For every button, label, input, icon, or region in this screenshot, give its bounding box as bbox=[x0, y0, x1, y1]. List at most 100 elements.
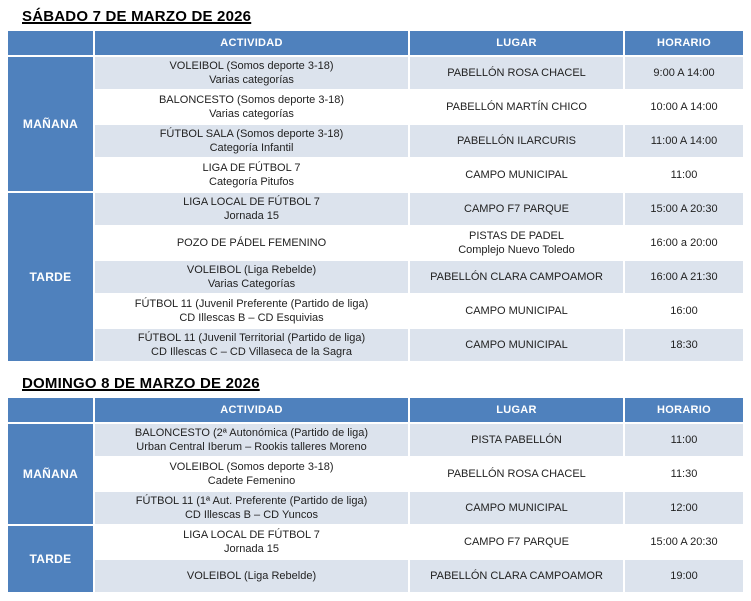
venue-line-1: CAMPO MUNICIPAL bbox=[465, 168, 568, 181]
venue-cell: PABELLÓN ROSA CHACEL bbox=[410, 57, 623, 89]
venue-line-1: PISTA PABELLÓN bbox=[471, 433, 562, 446]
time-cell: 19:00 bbox=[625, 560, 743, 592]
venue-cell: PABELLÓN MARTÍN CHICO bbox=[410, 91, 623, 123]
table-row: VOLEIBOL (Somos deporte 3-18) Cadete Feme… bbox=[8, 458, 743, 490]
table-row: TARDE LIGA LOCAL DE FÚTBOL 7 Jornada 15 C… bbox=[8, 193, 743, 361]
venue-cell: PISTAS DE PADEL Complejo Nuevo Toledo bbox=[410, 227, 623, 259]
venue-line-1: PABELLÓN ROSA CHACEL bbox=[447, 467, 586, 480]
table-row: FÚTBOL SALA (Somos deporte 3-18) Categorí… bbox=[8, 125, 743, 157]
table-row: POZO DE PÁDEL FEMENINO PISTAS DE PADEL Co… bbox=[8, 227, 743, 259]
time-cell: 15:00 A 20:30 bbox=[625, 526, 743, 558]
venue-line-2: Complejo Nuevo Toledo bbox=[458, 244, 575, 256]
activity-line-1: BALONCESTO (2ª Autonómica (Partido de li… bbox=[134, 426, 369, 439]
activity-line-1: VOLEIBOL (Somos deporte 3-18) bbox=[169, 59, 334, 72]
time-of-day-label-manana: MAÑANA bbox=[8, 57, 93, 191]
activity-line-1: FÚTBOL 11 (Juvenil Preferente (Partido d… bbox=[134, 297, 369, 310]
time-cell: 15:00 A 20:30 bbox=[625, 193, 743, 225]
time-cell: 11:00 A 14:00 bbox=[625, 125, 743, 157]
activity-line-2: CD Illescas B – CD Yuncos bbox=[184, 509, 319, 521]
venue-cell: PABELLÓN ROSA CHACEL bbox=[410, 458, 623, 490]
column-header-actividad: ACTIVIDAD bbox=[95, 31, 408, 55]
column-header-horario: HORARIO bbox=[625, 31, 743, 55]
venue-line-1: PABELLÓN ROSA CHACEL bbox=[447, 66, 586, 79]
venue-line-1: CAMPO MUNICIPAL bbox=[465, 304, 568, 317]
time-cell: 18:30 bbox=[625, 329, 743, 361]
time-cell: 16:00 bbox=[625, 295, 743, 327]
venue-line-1: CAMPO MUNICIPAL bbox=[465, 338, 568, 351]
venue-cell: PABELLÓN ILARCURIS bbox=[410, 125, 623, 157]
column-header-horario: HORARIO bbox=[625, 398, 743, 422]
schedule-table-sunday: ACTIVIDAD LUGAR HORARIO MAÑANA BALONCEST… bbox=[6, 396, 745, 594]
corner-cell bbox=[8, 31, 93, 55]
venue-line-1: CAMPO MUNICIPAL bbox=[465, 501, 568, 514]
activity-cell: VOLEIBOL (Somos deporte 3-18) Varias cate… bbox=[95, 57, 408, 89]
activity-line-1: LIGA LOCAL DE FÚTBOL 7 bbox=[183, 528, 320, 541]
table-row: FÚTBOL 11 (Juvenil Preferente (Partido d… bbox=[8, 295, 743, 327]
venue-cell: CAMPO MUNICIPAL bbox=[410, 295, 623, 327]
activity-cell: LIGA DE FÚTBOL 7 Categoría Pitufos bbox=[95, 159, 408, 191]
time-cell: 12:00 bbox=[625, 492, 743, 524]
activity-cell: POZO DE PÁDEL FEMENINO bbox=[95, 227, 408, 259]
activity-cell: VOLEIBOL (Liga Rebelde) Varias Categorías bbox=[95, 261, 408, 293]
venue-cell: CAMPO MUNICIPAL bbox=[410, 329, 623, 361]
table-row: VOLEIBOL (Liga Rebelde) Varias Categorías… bbox=[8, 261, 743, 293]
activity-line-1: BALONCESTO (Somos deporte 3-18) bbox=[158, 93, 345, 106]
activity-line-2: Varias categorías bbox=[209, 108, 294, 120]
time-of-day-label-manana: MAÑANA bbox=[8, 424, 93, 524]
activity-cell: VOLEIBOL (Liga Rebelde) bbox=[95, 560, 408, 592]
venue-cell: CAMPO F7 PARQUE bbox=[410, 526, 623, 558]
activity-line-2: Categoría Infantil bbox=[209, 142, 294, 154]
time-of-day-label-tarde: TARDE bbox=[8, 526, 93, 592]
venue-line-1: CAMPO F7 PARQUE bbox=[464, 535, 569, 548]
time-cell: 16:00 A 21:30 bbox=[625, 261, 743, 293]
schedule-title-sunday: DOMINGO 8 DE MARZO DE 2026 bbox=[22, 375, 260, 392]
venue-line-1: PABELLÓN CLARA CAMPOAMOR bbox=[430, 569, 603, 582]
activity-cell: LIGA LOCAL DE FÚTBOL 7 Jornada 15 bbox=[95, 526, 408, 558]
column-header-lugar: LUGAR bbox=[410, 398, 623, 422]
venue-line-1: PABELLÓN CLARA CAMPOAMOR bbox=[430, 270, 603, 283]
header-row: ACTIVIDAD LUGAR HORARIO bbox=[8, 398, 743, 422]
activity-line-2: CD Illescas C – CD Villaseca de la Sagra bbox=[151, 346, 352, 358]
activity-cell: FÚTBOL SALA (Somos deporte 3-18) Categorí… bbox=[95, 125, 408, 157]
activity-cell: BALONCESTO (2ª Autonómica (Partido de li… bbox=[95, 424, 408, 456]
venue-cell: PABELLÓN CLARA CAMPOAMOR bbox=[410, 261, 623, 293]
venue-cell: CAMPO MUNICIPAL bbox=[410, 159, 623, 191]
activity-cell: FÚTBOL 11 (1ª Aut. Preferente (Partido d… bbox=[95, 492, 408, 524]
time-cell: 9:00 A 14:00 bbox=[625, 57, 743, 89]
time-cell: 16:00 a 20:00 bbox=[625, 227, 743, 259]
table-row: FÚTBOL 11 (Juvenil Territorial (Partido … bbox=[8, 329, 743, 361]
activity-line-2: Categoría Pitufos bbox=[209, 176, 294, 188]
activity-line-2: Varias Categorías bbox=[207, 278, 296, 290]
corner-cell bbox=[8, 398, 93, 422]
time-cell: 11:30 bbox=[625, 458, 743, 490]
activity-line-1: VOLEIBOL (Liga Rebelde) bbox=[186, 569, 317, 582]
activity-line-1: LIGA DE FÚTBOL 7 bbox=[202, 161, 301, 174]
schedule-table-saturday: ACTIVIDAD LUGAR HORARIO MAÑANA VOLEIBOL … bbox=[6, 29, 745, 363]
venue-cell: CAMPO MUNICIPAL bbox=[410, 492, 623, 524]
activity-line-1: FÚTBOL 11 (1ª Aut. Preferente (Partido d… bbox=[135, 494, 368, 507]
table-row: TARDE LIGA LOCAL DE FÚTBOL 7 Jornada 15 C… bbox=[8, 526, 743, 592]
table-row: FÚTBOL 11 (1ª Aut. Preferente (Partido d… bbox=[8, 492, 743, 524]
venue-line-1: PISTAS DE PADEL bbox=[469, 229, 564, 242]
activity-line-2: Cadete Femenino bbox=[207, 475, 296, 487]
activity-line-1: VOLEIBOL (Liga Rebelde) bbox=[186, 263, 317, 276]
activity-line-1: POZO DE PÁDEL FEMENINO bbox=[176, 236, 327, 249]
table-row: VOLEIBOL (Liga Rebelde) PABELLÓN CLARA C… bbox=[8, 560, 743, 592]
table-row: BALONCESTO (Somos deporte 3-18) Varias ca… bbox=[8, 91, 743, 123]
venue-cell: PISTA PABELLÓN bbox=[410, 424, 623, 456]
column-header-lugar: LUGAR bbox=[410, 31, 623, 55]
table-row: MAÑANA VOLEIBOL (Somos deporte 3-18) Vari… bbox=[8, 57, 743, 191]
activity-cell: BALONCESTO (Somos deporte 3-18) Varias ca… bbox=[95, 91, 408, 123]
venue-cell: CAMPO F7 PARQUE bbox=[410, 193, 623, 225]
activity-cell: FÚTBOL 11 (Juvenil Preferente (Partido d… bbox=[95, 295, 408, 327]
column-header-actividad: ACTIVIDAD bbox=[95, 398, 408, 422]
activity-line-2: Jornada 15 bbox=[223, 543, 280, 555]
activity-cell: VOLEIBOL (Somos deporte 3-18) Cadete Feme… bbox=[95, 458, 408, 490]
schedule-title-saturday: SÁBADO 7 DE MARZO DE 2026 bbox=[22, 8, 252, 25]
activity-line-1: VOLEIBOL (Somos deporte 3-18) bbox=[169, 460, 334, 473]
time-cell: 11:00 bbox=[625, 424, 743, 456]
venue-cell: PABELLÓN CLARA CAMPOAMOR bbox=[410, 560, 623, 592]
venue-line-1: CAMPO F7 PARQUE bbox=[464, 202, 569, 215]
activity-line-2: Urban Central Iberum – Rookis talleres M… bbox=[136, 441, 367, 453]
activity-line-1: FÚTBOL SALA (Somos deporte 3-18) bbox=[159, 127, 344, 140]
